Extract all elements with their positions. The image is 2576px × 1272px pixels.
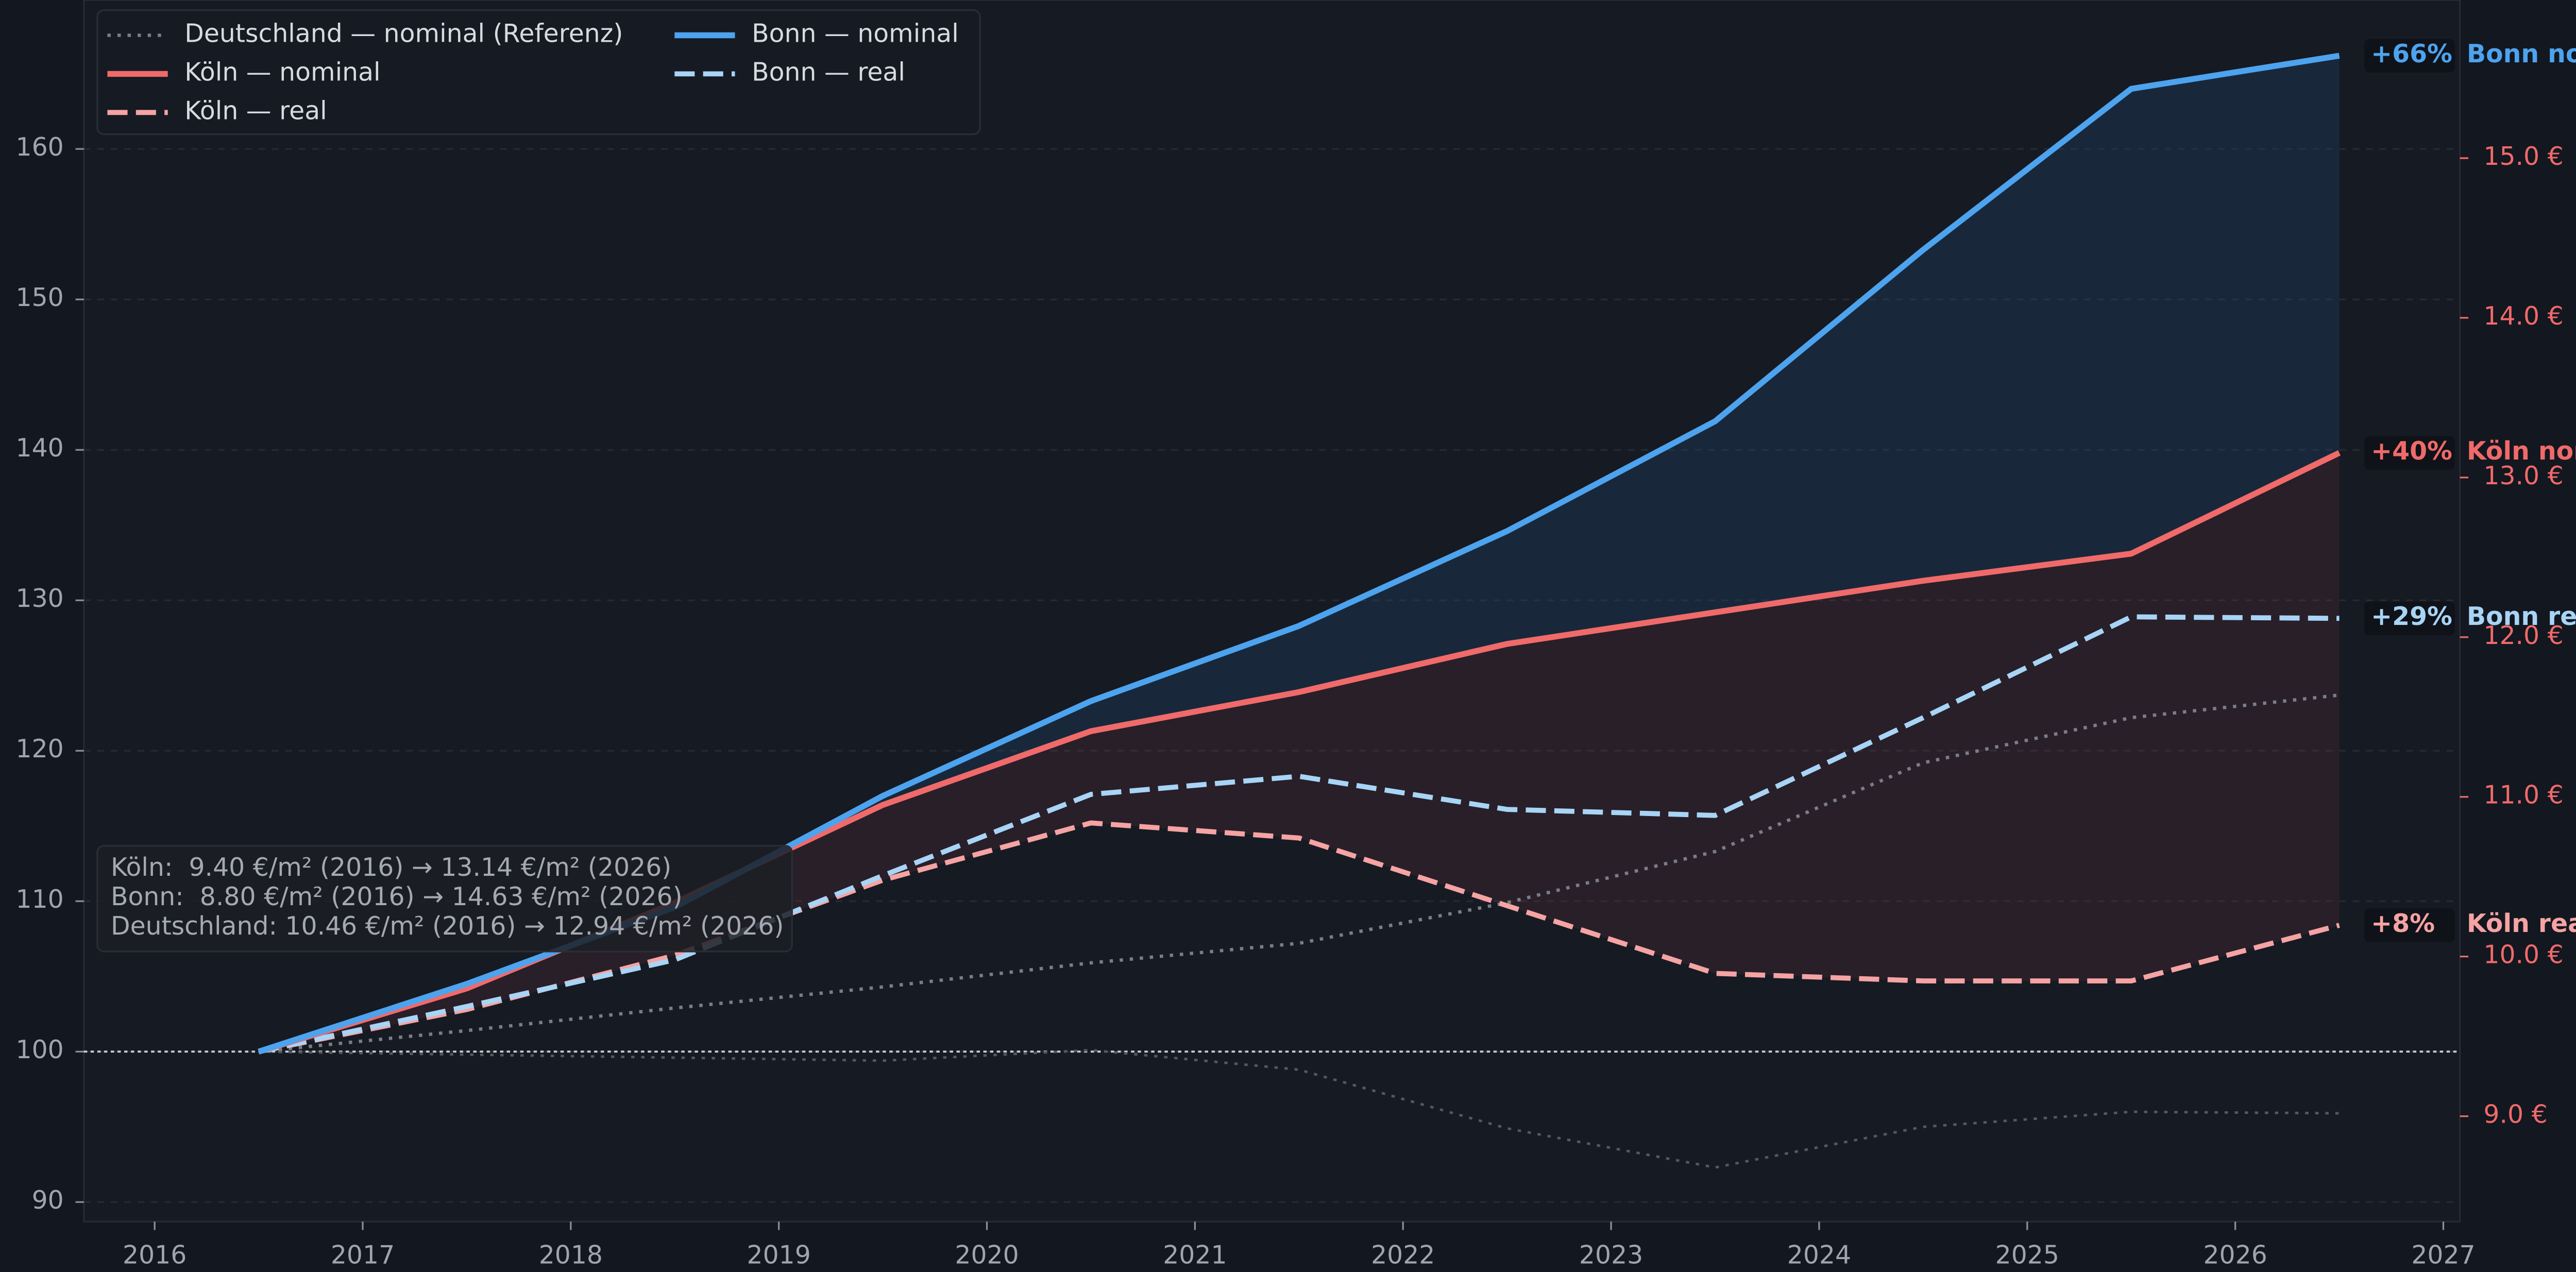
end-label-box xyxy=(2364,908,2455,942)
end-label-value: +8% xyxy=(2371,909,2435,938)
series-line xyxy=(258,614,2340,1055)
x-tick-label: 2021 xyxy=(1163,1241,1227,1270)
legend-label: Bonn — nominal xyxy=(752,19,959,48)
plot-area xyxy=(83,0,2461,1223)
y-tick-label: 100 xyxy=(16,1035,64,1064)
end-label-box xyxy=(2364,436,2455,470)
legend-label: Bonn — real xyxy=(752,57,905,87)
x-tick-label: 2027 xyxy=(2411,1241,2475,1270)
annotation-line: Köln: 9.40 €/m² (2016) → 13.14 €/m² (202… xyxy=(111,853,671,882)
x-tick-label: 2020 xyxy=(955,1241,1019,1270)
y-tick-label: 130 xyxy=(16,584,64,613)
end-label-value: +40% xyxy=(2371,436,2452,466)
x-tick-label: 2018 xyxy=(539,1241,603,1270)
annotation-line: Bonn: 8.80 €/m² (2016) → 14.63 €/m² (202… xyxy=(111,882,683,911)
x-tick-label: 2024 xyxy=(1787,1241,1851,1270)
y2-tick-label: 13.0 € xyxy=(2483,461,2563,490)
annotation-box xyxy=(96,844,793,953)
end-label-name: Bonn real xyxy=(2467,602,2576,631)
y2-tick-label: 11.0 € xyxy=(2483,781,2563,810)
legend-label: Köln — nominal xyxy=(184,57,380,87)
end-label-box xyxy=(2364,39,2455,73)
x-tick-label: 2026 xyxy=(2203,1241,2267,1270)
end-label-name: Köln real xyxy=(2467,909,2576,938)
x-tick-label: 2017 xyxy=(331,1241,395,1270)
legend-label: Deutschland — nominal (Referenz) xyxy=(184,19,623,48)
legend-box xyxy=(96,9,981,135)
x-tick-label: 2016 xyxy=(123,1241,187,1270)
end-label: +40% Köln nominal xyxy=(2364,436,2576,470)
x-tick-label: 2022 xyxy=(1371,1241,1435,1270)
y-tick-label: 110 xyxy=(16,885,64,914)
y2-tick-label: 12.0 € xyxy=(2483,621,2563,650)
area-fill xyxy=(259,56,2340,1052)
x-tick-label: 2019 xyxy=(747,1241,811,1270)
y-tick-label: 120 xyxy=(16,734,64,764)
y-tick-label: 90 xyxy=(32,1185,64,1215)
end-label: +29% Bonn real xyxy=(2364,601,2576,635)
y2-tick-label: 9.0 € xyxy=(2483,1100,2547,1129)
y2-tick-label: 14.0 € xyxy=(2483,301,2563,331)
end-label: +8% Köln real xyxy=(2364,908,2576,942)
x-tick-label: 2025 xyxy=(1995,1241,2059,1270)
y-tick-label: 140 xyxy=(16,433,64,463)
end-label-name: Köln nominal xyxy=(2467,436,2576,466)
legend-label: Köln — real xyxy=(184,96,327,125)
annotation-line: Deutschland: 10.46 €/m² (2016) → 12.94 €… xyxy=(111,911,784,941)
x-tick-label: 2023 xyxy=(1579,1241,1643,1270)
end-label: +66% Bonn nominal xyxy=(2364,39,2576,73)
y2-tick-label: 10.0 € xyxy=(2483,940,2563,970)
end-label-value: +29% xyxy=(2371,602,2452,631)
end-label-value: +66% xyxy=(2371,39,2452,69)
y-tick-label: 150 xyxy=(16,283,64,312)
end-label-box xyxy=(2364,601,2455,635)
y2-tick-label: 15.0 € xyxy=(2483,142,2563,171)
end-label-name: Bonn nominal xyxy=(2467,39,2576,69)
y-tick-label: 160 xyxy=(16,132,64,162)
